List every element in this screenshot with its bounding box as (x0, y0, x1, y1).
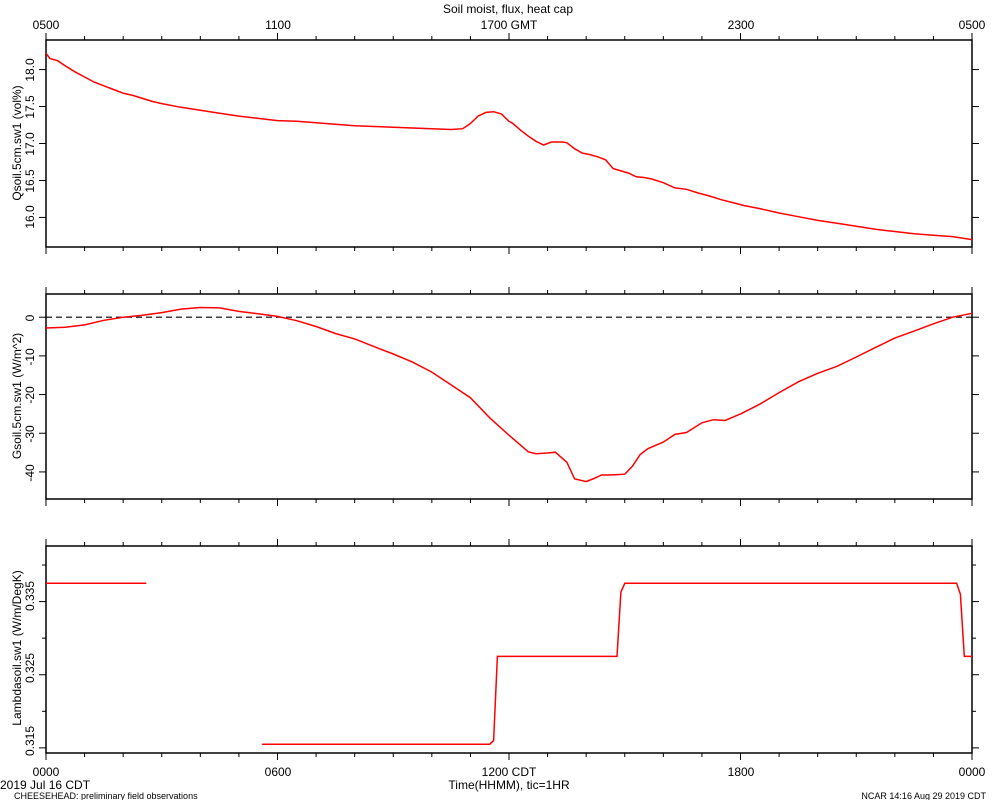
panel-ticks (39, 287, 979, 506)
panel-thermal-conductivity: 0.315 0.325 0.335 Lambdasoil.sw1 (W/m/De… (10, 539, 979, 760)
bottom-axis-labels: 0000 0600 1200 CDT 1800 0000 (33, 765, 986, 779)
y-tick-label: 16.5 (23, 169, 37, 193)
y-tick-label: -10 (23, 348, 37, 366)
bottom-tick-label: 1800 (728, 765, 755, 779)
y-axis-label: Qsoil.5cm.sw1 (vol%) (10, 85, 24, 200)
panel-ticks (39, 539, 979, 760)
y-tick-label: 17.5 (23, 95, 37, 119)
bottom-tick-label: 0600 (265, 765, 292, 779)
y-tick-label: -40 (23, 464, 37, 482)
top-tick-label: 1700 GMT (481, 18, 538, 32)
series-line-soil-moisture (45, 52, 973, 241)
bottom-tick-label: 1200 CDT (482, 765, 537, 779)
y-tick-label: 0.325 (23, 653, 37, 683)
panel-soil-heat-flux: -40 -30 -20 -10 0 Gsoil.5cm.sw1 (W/m^2) (10, 287, 979, 506)
y-axis-label: Gsoil.5cm.sw1 (W/m^2) (10, 333, 24, 459)
y-tick-label: -30 (23, 425, 37, 443)
y-tick-label: 17.0 (23, 132, 37, 156)
panel-ticks (39, 33, 979, 254)
top-tick-label: 0500 (959, 18, 986, 32)
chart-title: Soil moist, flux, heat cap (443, 2, 573, 16)
x-axis-label: Time(HHMM), tic=1HR (448, 778, 570, 792)
panel-soil-moisture: 16.0 16.5 17.0 17.5 18.0 Qsoil.5cm.sw1 (… (10, 33, 979, 254)
top-tick-label: 2300 (728, 18, 755, 32)
y-tick-label: 0.315 (23, 726, 37, 756)
series-line-soil-heat-flux (45, 306, 973, 483)
y-tick-labels: -40 -30 -20 -10 0 (23, 314, 37, 481)
y-tick-label: -20 (23, 386, 37, 404)
y-tick-label: 0.335 (23, 581, 37, 611)
y-tick-labels: 0.315 0.325 0.335 (23, 581, 37, 756)
y-tick-label: 18.0 (23, 58, 37, 82)
y-tick-label: 16.0 (23, 205, 37, 229)
top-tick-label: 0500 (33, 18, 60, 32)
plot-frame (45, 293, 973, 500)
bottom-tick-label: 0000 (33, 765, 60, 779)
series-line-conductivity-segment (262, 582, 972, 745)
footer-left: CHEESEHEAD: preliminary field observatio… (14, 791, 198, 800)
date-label: 2019 Jul 16 CDT (0, 778, 91, 792)
footer-right: NCAR 14:16 Aug 29 2019 CDT (861, 791, 986, 800)
bottom-tick-label: 0000 (959, 765, 986, 779)
y-tick-labels: 16.0 16.5 17.0 17.5 18.0 (23, 58, 37, 229)
plot-frame (45, 39, 973, 248)
y-tick-label: 0 (23, 314, 37, 321)
top-axis-labels: 0500 1100 1700 GMT 2300 0500 (33, 18, 986, 32)
plot-frame (45, 545, 973, 754)
top-tick-label: 1100 (265, 18, 291, 32)
y-axis-label: Lambdasoil.sw1 (W/m/DegK) (10, 570, 24, 725)
